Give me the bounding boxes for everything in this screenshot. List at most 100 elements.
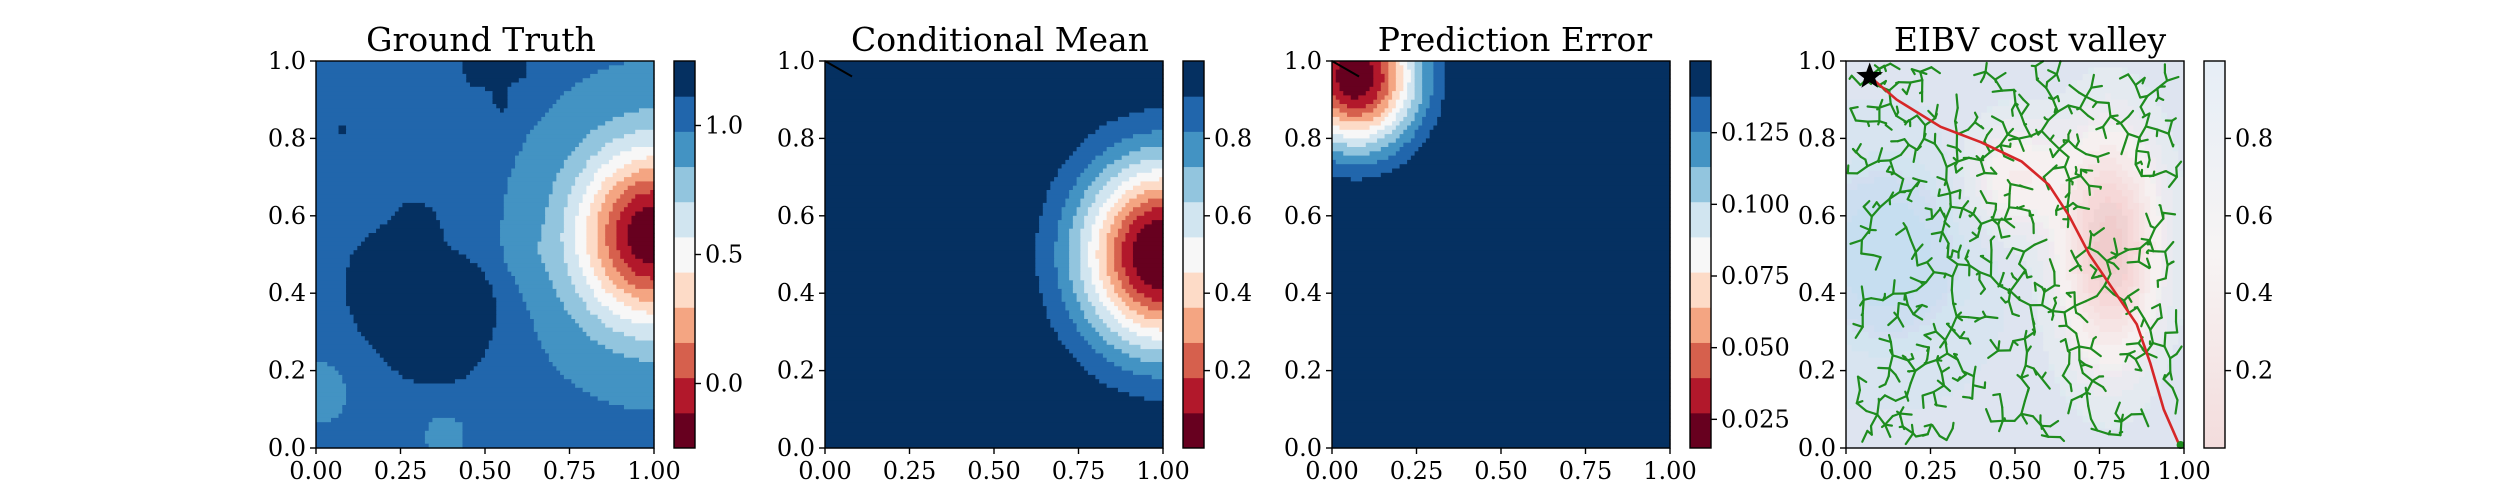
heatmap-cell [1422,91,1434,96]
tree-edge [2090,427,2099,432]
heatmap-cell [316,185,509,191]
heatmap-cell [597,276,610,281]
tree-edge [2021,185,2034,191]
heatmap-cell [586,228,599,234]
heatmap-cell [1087,254,1096,260]
heatmap-cell [1395,78,1404,84]
heatmap-cell [492,288,520,294]
heatmap-cell [1410,121,1423,127]
heatmap-cell [825,108,1145,114]
heatmap-cell [623,405,655,410]
trajectory-line [1331,60,1360,78]
heatmap-cell [825,405,1164,410]
heatmap-cell [825,331,1059,337]
heatmap-cell [825,245,1036,251]
heatmap-cell [571,276,587,281]
tree-edge [2014,102,2023,117]
heatmap-cell [1365,142,1389,148]
tree-edge [1967,316,1982,320]
y-tick-label: 0.8 [1798,124,1836,152]
heatmap-cell [1332,400,1671,406]
heatmap-cell [825,258,1036,264]
heatmap-cell [2065,357,2084,365]
heatmap-cell [2133,138,2140,146]
tree-edge [2144,112,2151,128]
heatmap-cell [2031,144,2072,152]
tree-edge [2052,165,2066,170]
heatmap-cell [825,112,1130,118]
heatmap-cell [597,190,610,195]
heatmap-cell [1069,245,1081,251]
heatmap-cell [825,263,1036,268]
heatmap-cell [2155,286,2163,294]
heatmap-cell [1125,267,1138,273]
tree-edge [2087,114,2095,121]
heatmap-cell [638,108,655,114]
colorbar-tick-label: 0.2 [2235,357,2273,385]
heatmap-cell [1069,263,1081,268]
tree-edge [1848,74,1853,80]
tree-edge [2118,73,2130,80]
heatmap-cell [1132,185,1164,191]
tree-edge [1888,367,1897,376]
heatmap-cell [1332,147,1382,152]
heatmap-cell [1992,151,1999,159]
heatmap-cell [2043,280,2056,288]
heatmap-cell [631,198,655,204]
heatmap-cell [1335,159,1378,165]
heatmap-cell [2076,241,2084,249]
tree-edge [1855,402,1868,413]
heatmap-cell [2155,209,2163,217]
tree-edge [1971,375,1975,387]
heatmap-cell [2099,299,2123,307]
heatmap-cell [2144,235,2151,243]
tree-edge [1854,119,1869,123]
heatmap-cell [1969,267,1999,275]
heatmap-cell [1332,228,1671,234]
tree-edge [2008,288,2012,293]
heatmap-cell [2054,260,2061,268]
heatmap-cell [2009,99,2089,107]
heatmap-cell [1395,65,1404,71]
heatmap-cell [623,331,655,337]
heatmap-cell [1099,276,1112,281]
tree-edge [1912,313,1924,321]
colorbar-tick-label: 0.2 [1214,357,1252,385]
heatmap-cell [1343,91,1367,96]
heatmap-cell [1953,286,1971,294]
heatmap-cell [316,168,512,174]
x-tick-label: 0.00 [1819,457,1872,485]
heatmap-cell [2060,190,2072,198]
tree-edge [1973,111,1979,119]
heatmap-cell [1332,323,1671,329]
heatmap-cell [462,69,527,75]
heatmap-cell [1129,151,1164,157]
heatmap-cell [2082,319,2095,327]
heatmap-cell [1388,69,1397,75]
heatmap-cell [563,159,587,165]
heatmap-cell [825,267,1036,273]
tree-edge [1939,339,1947,349]
heatmap-cell [342,405,625,410]
x-tick-label: 0.50 [458,457,511,485]
heatmap-cell [612,185,629,191]
heatmap-cell [2037,131,2067,139]
tree-edge [2045,86,2054,101]
heatmap-cell [1132,284,1153,290]
heatmap-cell [825,233,1036,238]
heatmap-cell [1422,99,1431,105]
heatmap-cell [1986,357,2050,365]
heatmap-cell [571,190,587,195]
heatmap-cell [1080,362,1115,367]
heatmap-cell [1846,209,1858,217]
heatmap-cell [2099,325,2123,333]
heatmap-cell [1399,61,1408,66]
tree-edge [2127,352,2137,361]
heatmap-cell [316,95,494,101]
heatmap-cell [631,267,655,273]
tree-edge [1899,143,1910,156]
heatmap-cell [1080,233,1093,238]
tree-edge [2142,412,2150,428]
heatmap-cell [1102,319,1119,324]
heatmap-cell [2161,202,2174,210]
